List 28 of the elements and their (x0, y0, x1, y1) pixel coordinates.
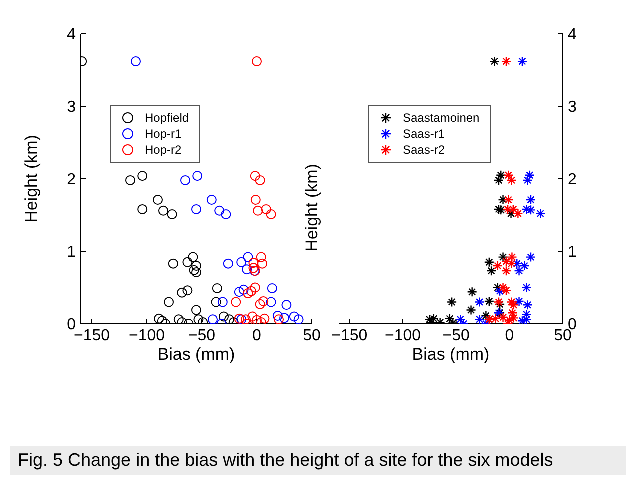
y-tick-label: 4 (568, 26, 577, 44)
y-tick-label: 1 (568, 244, 577, 262)
x-axis-title: Bias (mm) (412, 345, 490, 364)
x-tick-label: −150 (74, 327, 110, 344)
y-tick-label: 1 (67, 244, 76, 262)
y-axis-title: Height (km) (302, 164, 322, 252)
y-tick-label: 2 (67, 172, 76, 189)
legend-label: Hopfield (145, 111, 190, 125)
x-tick-label: 0 (505, 327, 514, 344)
x-tick-label: −100 (384, 327, 422, 344)
x-tick-label: −100 (128, 327, 166, 344)
y-axis-title: Height (km) (22, 135, 42, 223)
x-tick-label: −50 (442, 327, 470, 344)
x-axis-title: Bias (mm) (158, 345, 236, 364)
y-tick-label: 3 (568, 99, 577, 116)
legend-label: Saas-r1 (403, 127, 446, 141)
caption: Fig. 5 Change in the bias with the height of a site for the six models (18, 450, 554, 471)
y-tick-label: 4 (67, 26, 76, 44)
legend-label: Saastamoinen (403, 111, 480, 125)
x-tick-label: 50 (303, 327, 321, 344)
x-tick-label: −50 (188, 327, 216, 344)
x-tick-label: −150 (332, 327, 368, 344)
legend-label: Saas-r2 (403, 143, 446, 157)
legend-label: Hop-r2 (145, 143, 182, 157)
y-tick-label: 3 (67, 99, 76, 116)
x-tick-label: 0 (252, 327, 262, 344)
legend-label: Hop-r1 (145, 127, 182, 141)
y-tick-label: 2 (568, 172, 577, 189)
